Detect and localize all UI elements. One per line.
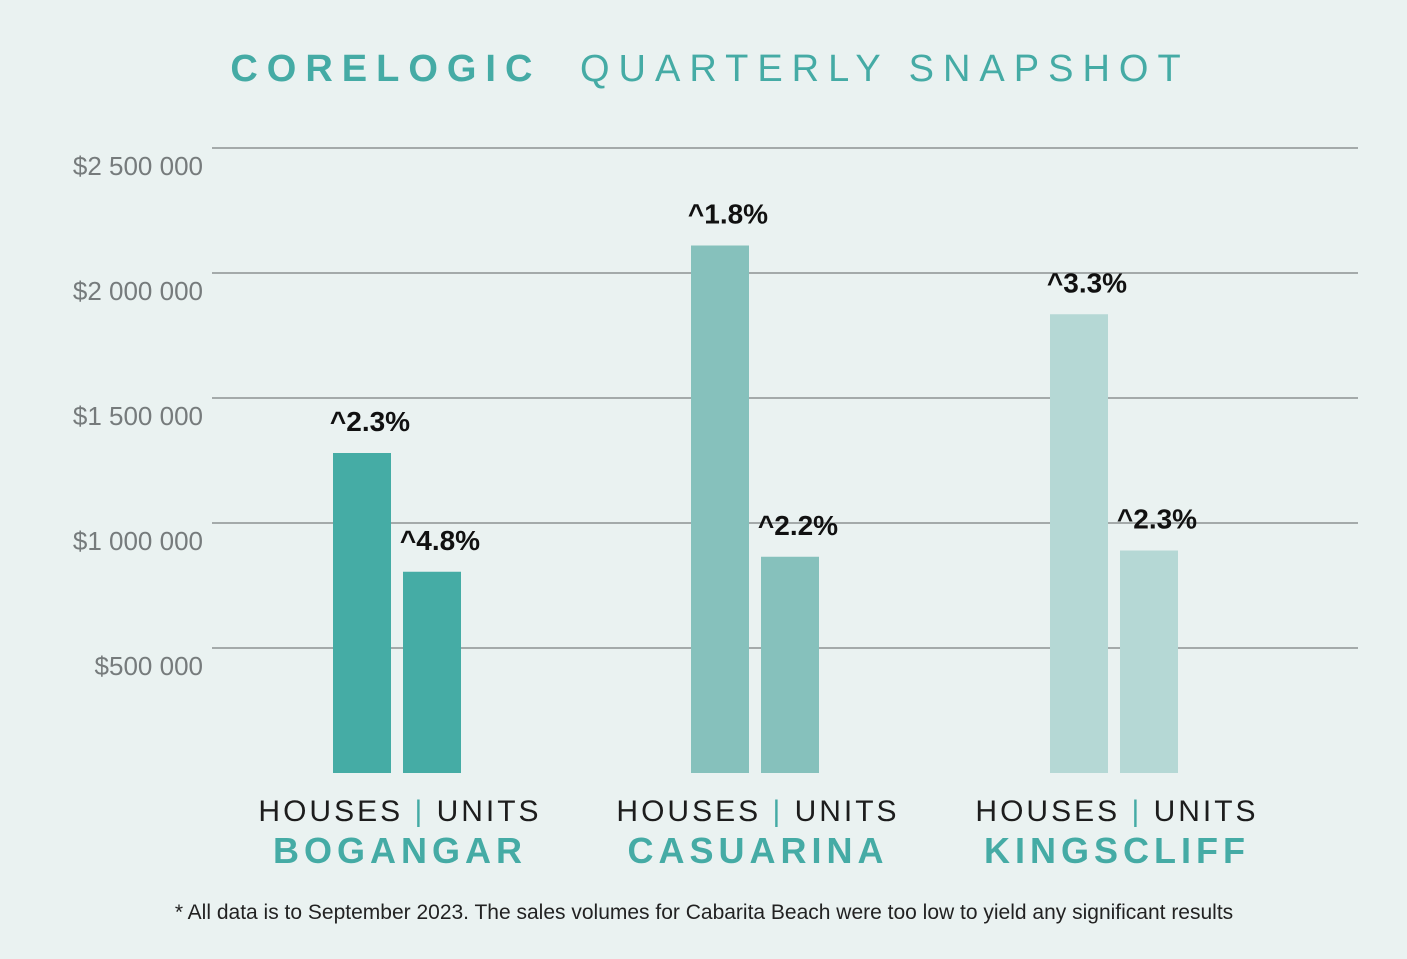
sub-label-kingscliff: HOUSES | UNITS: [975, 795, 1258, 828]
bar-bogangar-houses: [333, 453, 391, 773]
category-label-casuarina: CASUARINA: [628, 830, 889, 871]
bar-kingscliff-houses: [1050, 314, 1108, 773]
bar-value-label: ^1.8%: [688, 199, 768, 230]
sub-label-separator: |: [772, 795, 783, 828]
sub-label-units: UNITS: [1142, 795, 1258, 828]
chart-title-light: QUARTERLY SNAPSHOT: [580, 48, 1190, 90]
category-label-bogangar: BOGANGAR: [273, 830, 527, 871]
chart-title-bold: CORELOGIC: [230, 48, 541, 90]
sub-label-houses: HOUSES: [616, 795, 772, 828]
bar-value-label: ^2.3%: [1117, 504, 1197, 535]
sub-label-houses: HOUSES: [258, 795, 414, 828]
y-tick-label: $2 500 000: [73, 151, 203, 181]
bar-casuarina-units: [761, 556, 819, 773]
bar-value-label: ^2.2%: [758, 510, 838, 541]
bar-bogangar-units: [403, 571, 461, 773]
y-tick-label: $1 000 000: [73, 526, 203, 556]
chart-title: CORELOGIC QUARTERLY SNAPSHOT: [230, 48, 1189, 90]
sub-label-houses: HOUSES: [975, 795, 1131, 828]
bar-kingscliff-units: [1120, 550, 1178, 773]
category-label-kingscliff: KINGSCLIFF: [984, 830, 1250, 871]
sub-label-bogangar: HOUSES | UNITS: [258, 795, 541, 828]
bar-value-label: ^2.3%: [330, 406, 410, 437]
bar-casuarina-houses: [691, 245, 749, 773]
sub-label-separator: |: [414, 795, 425, 828]
y-tick-label: $500 000: [95, 651, 203, 681]
y-axis-ticks: $500 000 $1 000 000 $1 500 000 $2 000 000 $2…: [73, 151, 203, 681]
y-tick-label: $2 000 000: [73, 276, 203, 306]
bar-value-label: ^3.3%: [1047, 267, 1127, 298]
y-tick-label: $1 500 000: [73, 401, 203, 431]
footnote: * All data is to September 2023. The sal…: [175, 901, 1233, 924]
sub-label-separator: |: [1131, 795, 1142, 828]
sub-label-units: UNITS: [425, 795, 541, 828]
bars: [333, 245, 1178, 773]
sub-label-units: UNITS: [783, 795, 899, 828]
bar-labels: ^2.3% ^4.8% ^1.8% ^2.2% ^3.3% ^2.3%: [330, 199, 1197, 556]
sub-label-casuarina: HOUSES | UNITS: [616, 795, 899, 828]
bar-value-label: ^4.8%: [400, 525, 480, 556]
